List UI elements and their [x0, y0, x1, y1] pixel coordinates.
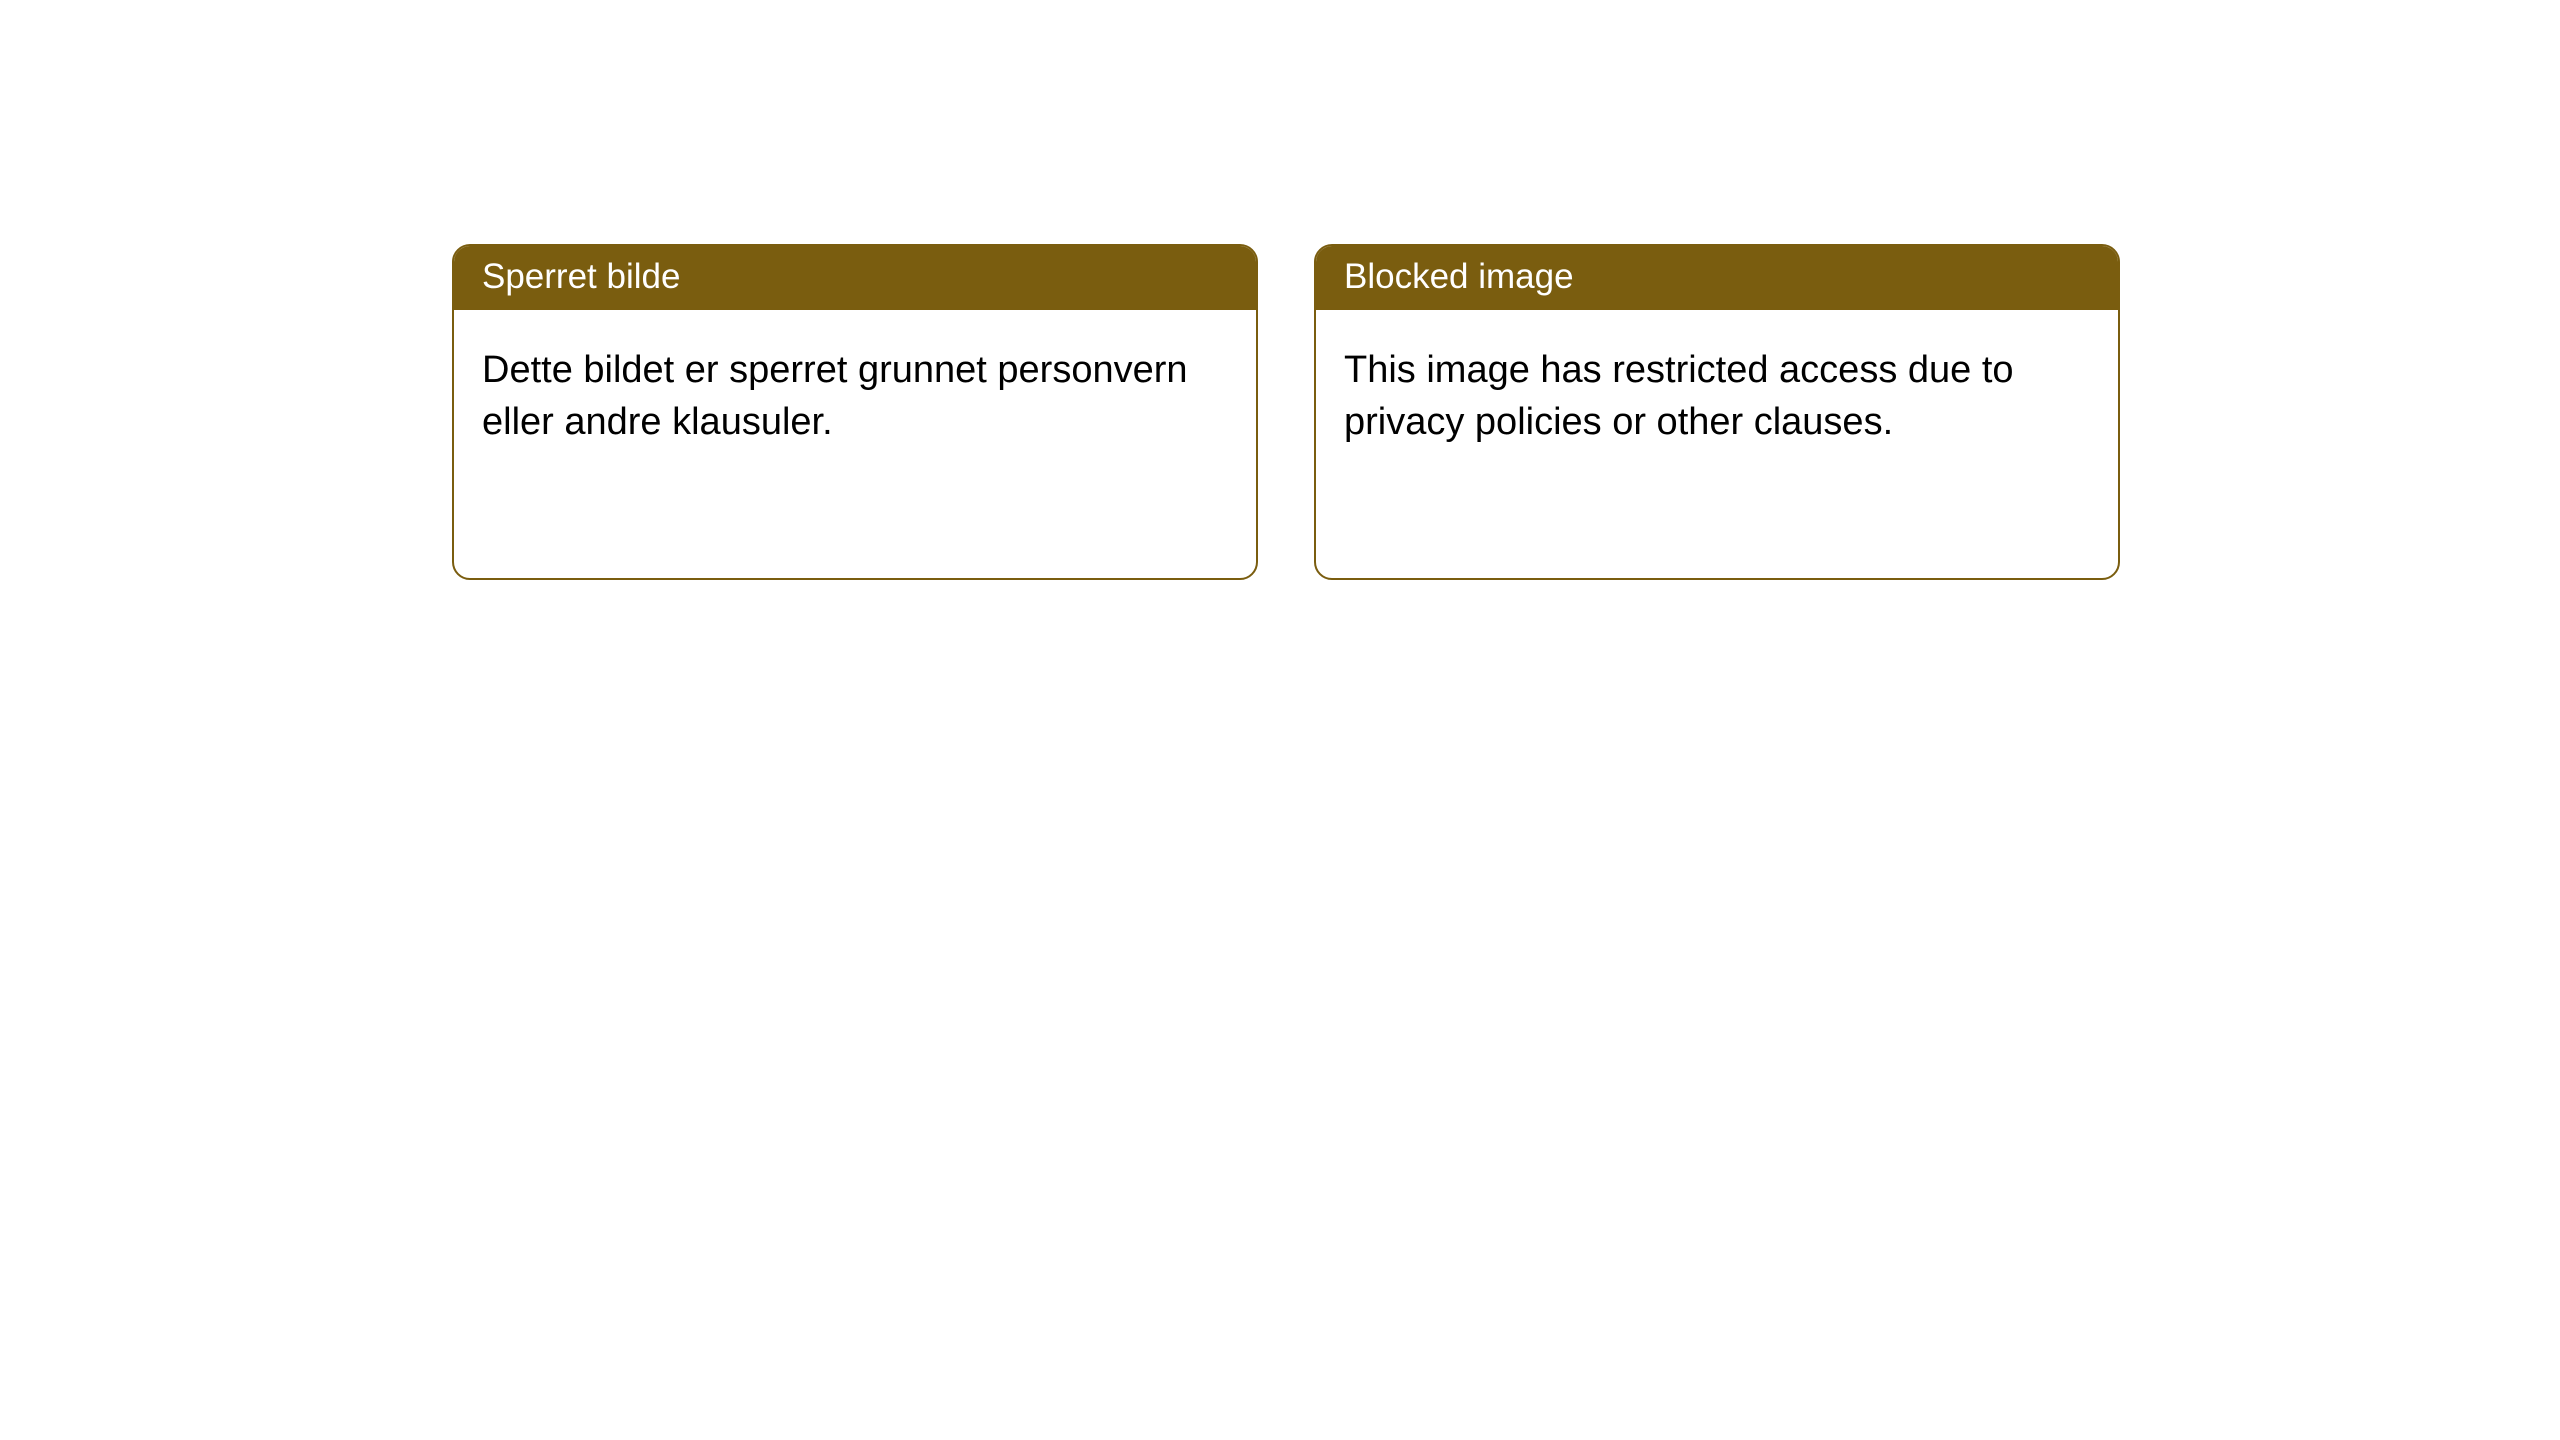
notice-title-english: Blocked image	[1316, 246, 2118, 310]
notice-body-english: This image has restricted access due to …	[1316, 310, 2118, 469]
notice-container: Sperret bilde Dette bildet er sperret gr…	[452, 244, 2120, 580]
notice-body-norwegian: Dette bildet er sperret grunnet personve…	[454, 310, 1256, 469]
notice-panel-english: Blocked image This image has restricted …	[1314, 244, 2120, 580]
notice-title-norwegian: Sperret bilde	[454, 246, 1256, 310]
notice-panel-norwegian: Sperret bilde Dette bildet er sperret gr…	[452, 244, 1258, 580]
